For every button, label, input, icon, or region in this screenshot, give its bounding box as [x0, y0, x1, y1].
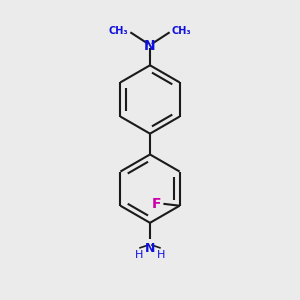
- Text: CH₃: CH₃: [172, 26, 192, 36]
- Text: H: H: [157, 250, 166, 260]
- Text: H: H: [134, 250, 143, 260]
- Text: N: N: [145, 242, 155, 255]
- Text: CH₃: CH₃: [108, 26, 128, 36]
- Text: F: F: [152, 197, 161, 211]
- Text: N: N: [144, 39, 156, 53]
